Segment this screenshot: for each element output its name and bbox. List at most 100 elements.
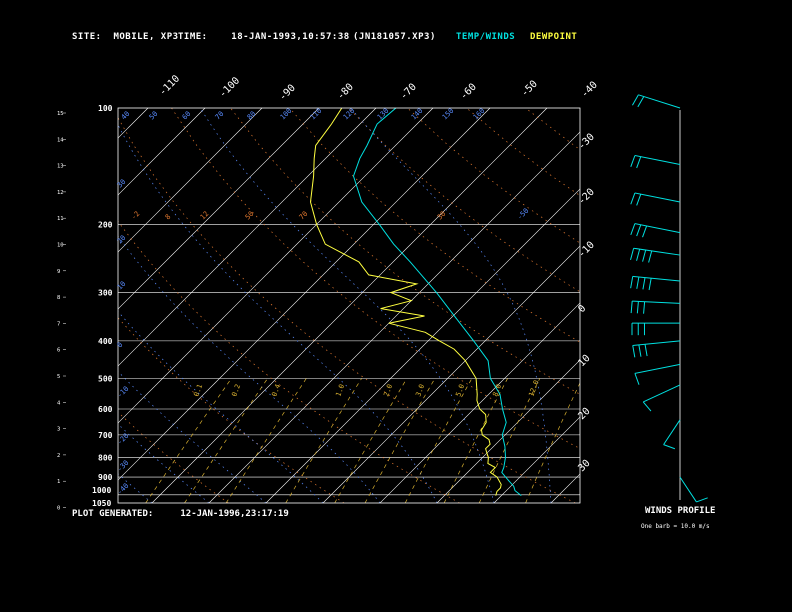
mixing-ratio-line [184,378,268,503]
theta-label: 130 [376,107,391,122]
time-value: 18-JAN-1993,10:57:38 [231,32,350,42]
height-label: 1 [57,479,60,485]
dry-adiabat-label: 50 [244,210,256,222]
dry-adiabat [171,108,580,449]
wind-barb-flag [636,193,642,206]
isotherm-line [118,108,206,196]
isotherm-line [265,188,580,503]
height-label: 6 [57,348,60,354]
mixing-ratio-line [145,378,232,503]
height-label: 9 [57,269,60,275]
theta-label: 150 [441,107,456,122]
temperature-tick-label: -70 [398,82,419,103]
wind-barb-flag [636,156,642,169]
site-value: MOBILE, XP3 [113,32,179,42]
isotherm-line [118,108,377,367]
dry-adiabat [644,108,792,503]
dry-adiabat [348,108,580,293]
mixing-ratio-line [525,382,580,503]
plot-generated-value: 12-JAN-1996,23:17:19 [180,509,289,519]
wind-barb-staff [632,275,681,282]
pressure-label: 900 [98,473,113,482]
theta-label: 40 [120,110,132,122]
wind-barb-staff [634,223,681,234]
wind-barb-staff [643,384,681,403]
moist-adiabat-label: 30 [116,178,128,190]
moist-adiabat [350,108,552,503]
wind-barb-flag [630,223,636,236]
mixing-ratio-label: 5.0 [454,383,466,398]
winds-profile-title: WINDS PROFILE [645,506,716,516]
wind-barb-flag [642,225,648,238]
pressure-label: 600 [98,405,113,414]
height-label: 5 [57,374,60,380]
moist-adiabat [118,310,324,503]
wind-barb-staff [634,155,681,166]
dewpoint-line [309,108,502,496]
wind-barb-flag [637,96,645,108]
temperature-tick-label: -110 [157,73,182,98]
dry-adiabat-label: 8 [164,213,173,222]
temperature-line [352,108,522,496]
isotherm-line [118,108,149,139]
mixing-ratio-line [364,378,436,503]
dry-adiabat [118,317,345,503]
wind-barb-flag [630,155,636,167]
temperature-tick-label: -40 [579,80,600,101]
pressure-label: 1000 [92,486,111,495]
site-label: SITE: MOBILE, XP3 [72,32,179,42]
wind-barb-staff [634,192,681,203]
temperature-tick-label: -90 [277,83,298,104]
dry-adiabat [525,108,580,150]
moist-adiabat [118,370,267,503]
wind-barb-flag [642,249,647,262]
wind-barb-flag [638,344,642,357]
dry-adiabat-label: 70 [298,210,310,222]
theta-label: 60 [181,110,193,122]
pressure-label: 200 [98,220,113,229]
isotherm-line [379,302,580,503]
height-label: 2 [57,453,60,459]
moist-adiabat-label: 0 [116,341,125,350]
isotherm-line [322,245,580,503]
height-label: 8 [57,295,60,301]
wind-barb-flag [632,345,636,358]
temperature-tick-label: -50 [519,79,540,100]
theta-label: 50 [148,110,160,122]
theta-label: 120 [342,107,357,122]
mixing-ratio-line [225,378,307,503]
dry-adiabat-label: 12 [199,210,211,222]
dry-adiabat [118,411,229,503]
plot-generated: PLOT GENERATED: 12-JAN-1996,23:17:19 [72,509,289,519]
temperature-tick-label: -30 [576,132,597,153]
temperature-tick-label: 0 [576,303,588,315]
wind-barb-flag [696,497,708,503]
moist-adiabat [118,235,381,503]
mixing-ratio-line [334,378,408,503]
temperature-tick-label: -80 [335,82,356,103]
dry-adiabat [407,108,580,244]
pressure-label: 500 [98,374,113,383]
wind-barb-staff [679,476,697,503]
mixing-ratio-label: 12.0 [527,379,540,398]
winds-profile-note: One barb = 10.0 m/s [641,523,710,530]
mixing-ratio-line [404,378,473,503]
wind-barb-staff [633,247,681,256]
height-label: 12 [57,190,64,196]
wind-barb-flag [636,224,642,237]
temperature-tick-label: 10 [576,353,592,369]
height-label: 0 [57,506,60,512]
mixing-ratio-line [285,378,362,503]
isotherm-line [118,108,434,424]
wind-barb-flag [630,276,634,289]
moist-adiabat-label: 20 [116,234,128,246]
isotherm-line [118,108,491,481]
temperature-tick-label: 20 [576,406,592,422]
dry-adiabat [585,108,792,503]
dry-adiabat [118,117,576,503]
isotherm-line [151,108,548,503]
theta-label: 100 [279,107,294,122]
wind-barb-flag [634,373,640,385]
site-label-text: SITE: [72,32,102,42]
